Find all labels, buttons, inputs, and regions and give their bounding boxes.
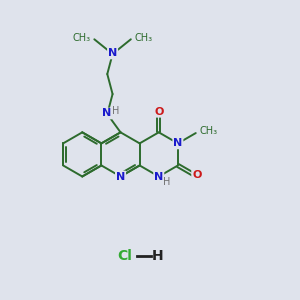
Text: CH₃: CH₃ bbox=[199, 126, 218, 136]
Text: N: N bbox=[154, 172, 164, 182]
Text: H: H bbox=[163, 177, 171, 187]
Text: N: N bbox=[108, 48, 117, 59]
Text: H: H bbox=[112, 106, 119, 116]
Text: CH₃: CH₃ bbox=[73, 33, 91, 43]
Text: N: N bbox=[173, 138, 182, 148]
Text: H: H bbox=[152, 249, 163, 263]
Text: CH₃: CH₃ bbox=[134, 33, 152, 43]
Text: N: N bbox=[116, 172, 125, 182]
Text: O: O bbox=[192, 170, 202, 180]
Text: O: O bbox=[154, 107, 164, 117]
Text: Cl: Cl bbox=[118, 249, 132, 263]
Text: N: N bbox=[102, 109, 111, 118]
